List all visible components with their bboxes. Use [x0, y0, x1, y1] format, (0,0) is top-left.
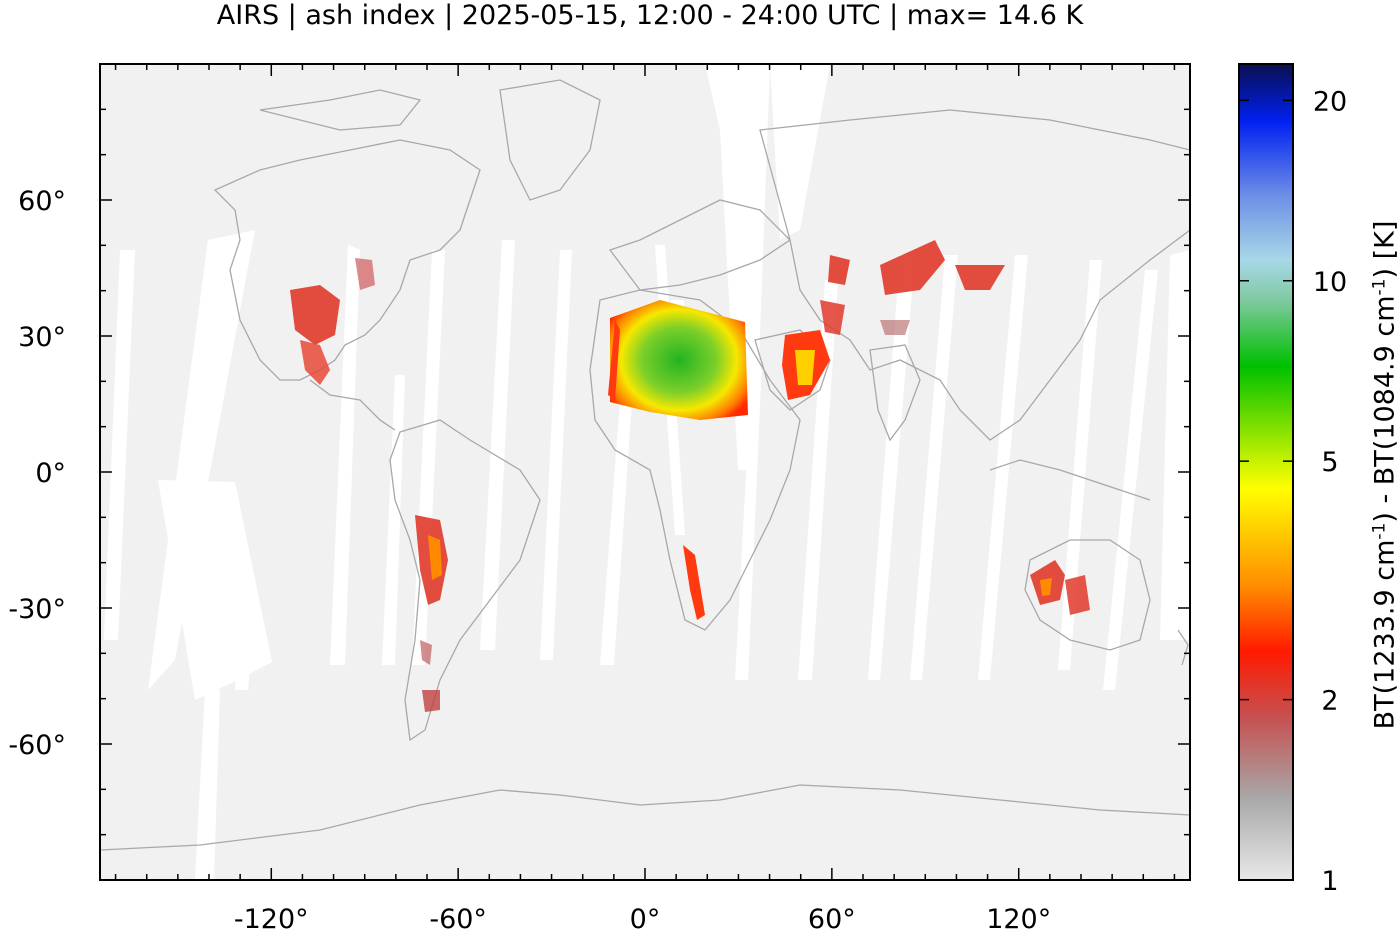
colorbar-tick-label: 5 — [1321, 447, 1338, 478]
y-tick-label: -30° — [8, 594, 66, 625]
map-ticks — [100, 64, 1190, 880]
x-tick-label: 0° — [630, 904, 661, 930]
colorbar-tick-label: 20 — [1313, 86, 1347, 117]
colorbar: 1 2 5 10 20 — [1238, 63, 1347, 897]
x-tick-label: 60° — [808, 904, 856, 930]
colorbar-gradient — [1239, 64, 1293, 880]
y-tick-label: 60° — [18, 186, 66, 217]
map-background — [100, 64, 1190, 880]
x-tick-label: -60° — [429, 904, 487, 930]
colorbar-tick-label: 1 — [1321, 866, 1338, 897]
x-tick-label: 120° — [986, 904, 1051, 930]
colorbar-tick-label: 2 — [1321, 686, 1338, 717]
y-tick-label: -60° — [8, 730, 66, 761]
map-tick-labels: -120° -60° 0° 60° 120° 60° 30° 0° -30° -60° — [8, 186, 1051, 930]
colorbar-frame — [1238, 63, 1294, 881]
ash-signal-patches — [290, 240, 1090, 712]
map-area — [100, 64, 1190, 880]
colorbar-label: BT(1233.9 cm-1) - BT(1084.9 cm-1) [K] — [1369, 220, 1400, 730]
colorbar-ticks: 1 2 5 10 20 — [1239, 86, 1347, 897]
x-tick-label: -120° — [234, 904, 309, 930]
map-title: AIRS | ash index | 2025-05-15, 12:00 - 2… — [216, 0, 1084, 31]
y-tick-label: 0° — [35, 458, 66, 489]
coastlines — [100, 79, 1190, 851]
y-tick-label: 30° — [18, 322, 66, 353]
colorbar-tick-label: 10 — [1313, 267, 1347, 298]
